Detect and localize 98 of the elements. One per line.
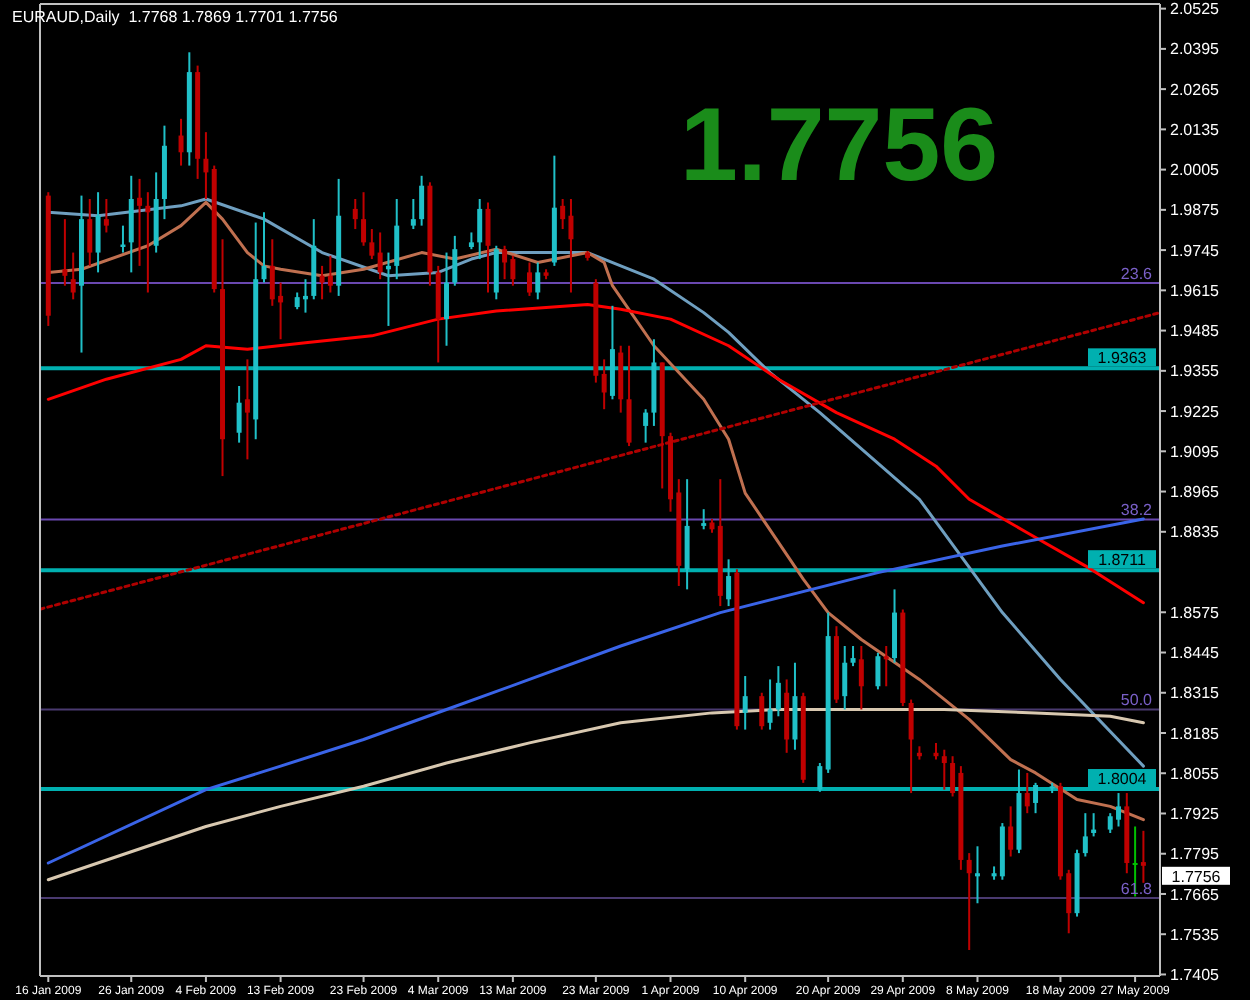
- candlestick: [327, 254, 333, 294]
- candlestick: [510, 254, 516, 287]
- candlestick: [858, 645, 864, 711]
- y-tick-label: 2.0265: [1170, 80, 1221, 99]
- candlestick: [701, 508, 707, 531]
- y-tick-label: 1.8835: [1170, 523, 1221, 542]
- candlestick: [767, 678, 773, 731]
- candlestick: [377, 231, 383, 281]
- candlestick: [435, 264, 441, 364]
- y-tick-label: 1.8575: [1170, 603, 1221, 622]
- candlestick: [477, 198, 483, 261]
- candlestick: [444, 251, 450, 347]
- candlestick: [452, 234, 458, 287]
- text: 1.7756: [1171, 867, 1222, 886]
- y-tick-label: 1.9615: [1170, 281, 1221, 300]
- annotation: 1.7756: [680, 88, 999, 204]
- candlestick: [236, 384, 242, 444]
- y-tick-label: 1.8055: [1170, 764, 1221, 783]
- candlestick: [419, 174, 425, 227]
- candlestick: [908, 698, 914, 795]
- annotation: 23.6: [1120, 264, 1154, 283]
- candlestick: [618, 344, 624, 414]
- candlestick: [1008, 805, 1014, 858]
- candlestick: [726, 558, 732, 608]
- candlestick: [137, 177, 143, 267]
- y-tick-label: 1.8315: [1170, 684, 1221, 703]
- candlestick: [153, 171, 159, 254]
- y-tick-label: 2.0135: [1170, 120, 1221, 139]
- candlestick: [560, 198, 566, 231]
- ref-line-label: 1.9363: [1097, 349, 1148, 368]
- candlestick: [842, 645, 848, 711]
- y-tick-label: 1.9485: [1170, 322, 1221, 341]
- candlestick: [941, 748, 947, 791]
- candlestick: [775, 665, 781, 718]
- candlestick: [626, 344, 632, 448]
- candlestick: [394, 198, 400, 281]
- candlestick: [128, 174, 134, 274]
- candlestick: [145, 191, 151, 294]
- y-tick-label: 1.9095: [1170, 442, 1221, 461]
- y-tick-label: 2.0005: [1170, 161, 1221, 180]
- candlestick: [70, 251, 76, 301]
- candlestick: [526, 261, 532, 297]
- candlestick: [535, 261, 541, 301]
- ref-line-label: 1.8711: [1098, 551, 1147, 570]
- candlestick: [892, 588, 898, 664]
- candlestick: [601, 358, 607, 411]
- candlestick: [883, 645, 889, 688]
- candlestick: [1082, 812, 1088, 858]
- candlestick: [1140, 829, 1146, 884]
- candlestick: [502, 244, 508, 281]
- ref-line-label: 1.8004: [1097, 770, 1148, 789]
- candlestick: [643, 408, 649, 444]
- y-tick-label: 1.9745: [1170, 241, 1221, 260]
- candlestick: [568, 198, 574, 294]
- y-tick-label: 1.7925: [1170, 805, 1221, 824]
- candlestick: [609, 304, 615, 401]
- candlestick: [850, 645, 856, 668]
- candlestick: [684, 478, 690, 591]
- annotation: 50.0: [1120, 691, 1154, 710]
- candlestick: [1107, 812, 1113, 834]
- candlestick: [352, 198, 358, 231]
- candlestick: [103, 198, 109, 234]
- candlestick: [203, 131, 209, 201]
- candlestick: [369, 228, 375, 261]
- candlestick: [759, 691, 765, 731]
- candlestick: [742, 675, 748, 731]
- candlestick: [244, 358, 250, 461]
- y-tick-label: 1.8185: [1170, 724, 1221, 743]
- candlestick: [974, 845, 980, 905]
- candlestick: [966, 852, 972, 951]
- y-tick-label: 1.9225: [1170, 402, 1221, 421]
- y-tick-label: 1.7665: [1170, 885, 1221, 904]
- y-tick-label: 1.9355: [1170, 362, 1221, 381]
- candlestick: [62, 218, 68, 287]
- candlestick: [1033, 781, 1039, 815]
- y-tick-label: 1.7795: [1170, 845, 1221, 864]
- candlestick: [319, 264, 325, 301]
- candlestick: [269, 238, 275, 307]
- candlestick: [875, 651, 881, 691]
- y-tick-label: 1.9875: [1170, 201, 1221, 220]
- candlestick: [361, 191, 367, 247]
- y-tick-label: 2.0395: [1170, 40, 1221, 59]
- candlestick: [87, 198, 93, 267]
- candlestick: [817, 762, 823, 793]
- candlestick: [178, 117, 184, 167]
- annotation: 38.2: [1120, 501, 1154, 520]
- y-tick-label: 1.8965: [1170, 483, 1221, 502]
- y-tick-label: 1.8445: [1170, 644, 1221, 663]
- candlestick: [1024, 771, 1030, 815]
- candlestick: [792, 661, 798, 751]
- candlestick: [784, 678, 790, 754]
- y-tick-label: 2.0525: [1170, 0, 1221, 19]
- candlestick: [493, 244, 499, 301]
- candlestick: [1116, 792, 1122, 828]
- y-tick-label: 1.7535: [1170, 925, 1221, 944]
- candlestick: [95, 191, 101, 274]
- y-tick-label: 1.7405: [1170, 966, 1221, 985]
- candlestick: [410, 198, 416, 231]
